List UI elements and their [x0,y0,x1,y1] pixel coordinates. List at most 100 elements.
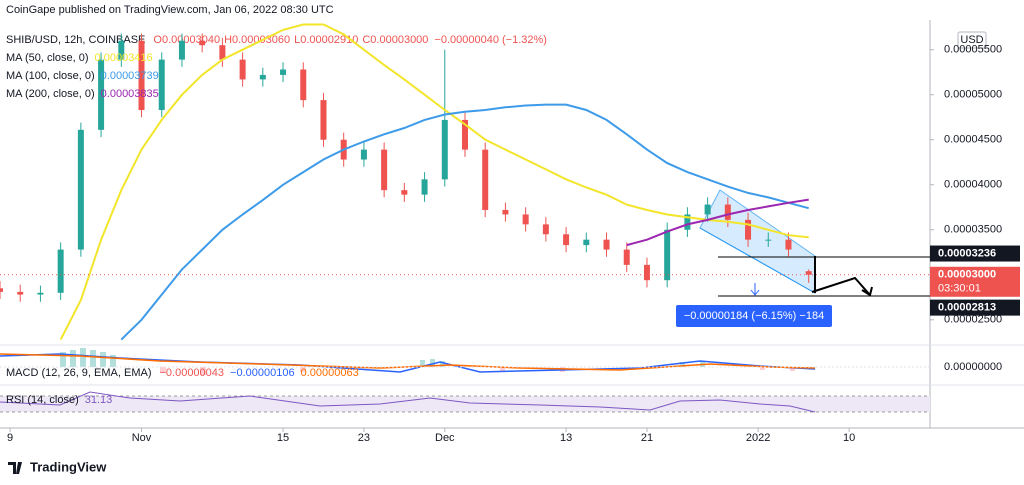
x-tick-label: 2022 [746,432,770,444]
candle-body [441,119,448,180]
x-tick-label: 21 [641,432,653,444]
y-tick-label: 0.00005500 [944,44,1002,56]
symbol: SHIB/USD, 12h, COINBASE [6,34,145,46]
macd-value: −0.00000043 [159,367,224,379]
price-level-box [930,245,1020,262]
candle-body [57,249,64,293]
candle-body [138,40,145,111]
rsi-line [0,391,816,413]
y-tick-label: 0.00004000 [944,179,1002,191]
last-price-box [930,266,1020,297]
high: H0.00003060 [224,34,290,46]
candle-body [502,209,509,215]
candle-body [421,179,428,195]
candle-body [684,214,691,230]
candle-body [17,291,24,295]
candle-body [259,74,266,80]
x-tick-label: Nov [132,432,152,444]
last-price-label: 0.00003000 [938,269,996,281]
ma-value: 0.00003739 [101,70,159,82]
candle-body [462,119,468,150]
candle-body [37,292,44,295]
y-tick-label: 0.00004500 [944,134,1002,146]
candle-body [563,234,570,246]
rsi-value: 31.13 [85,394,113,406]
channel-bottom [699,227,816,294]
candle-body [199,40,206,46]
price-level-label: 0.00003236 [938,247,996,259]
y-tick-label: 0.00003500 [944,224,1002,236]
candle-body [724,204,731,220]
moving-average [120,103,809,341]
projection-arrow [811,256,873,297]
ma-value: 0.00003835 [101,88,159,100]
candle-body [401,190,408,195]
measure-label: −0.00000184 (−6.15%) −184 [684,310,824,322]
x-tick-label: 15 [277,432,289,444]
candle-body [178,40,185,60]
x-tick-label: 13 [560,432,572,444]
currency-box[interactable] [957,31,987,49]
candle-body [623,249,630,265]
x-tick-label: Dec [435,432,455,444]
macd-legend: MACD (12, 26, 9, EMA, EMA) −0.00000043 −0.… [6,367,359,379]
candle-body [239,59,246,80]
candle-body [664,229,671,281]
footer-brand: TradingView [30,459,107,474]
rsi-legend: RSI (14, close) 31.13 [6,394,112,406]
countdown: 03:30:01 [938,283,981,295]
macd-value: −0.00000106 [230,367,295,379]
low: L0.00002910 [294,34,358,46]
ma-name: MA (200, close, 0) [6,88,95,100]
candle-body [77,129,84,250]
candle-body [765,239,772,241]
candle-body [745,219,752,240]
price-level-box [930,299,1020,316]
candle-body [118,40,125,60]
candle-body [542,224,549,235]
candle-body [805,271,812,275]
ma-legend: MA (200, close, 0) 0.00003835 [6,88,159,100]
x-tick-label: 23 [358,432,370,444]
candle-body [603,239,610,250]
measure-arrow [750,283,760,296]
measure-box [676,305,832,327]
x-tick-label: 10 [843,432,855,444]
y-tick-label: 0.00002500 [944,314,1002,326]
publisher-header: CoinGape published on TradingView.com, J… [6,4,334,16]
candle-body [360,149,367,160]
candle-body [158,59,165,111]
macd-name: MACD (12, 26, 9, EMA, EMA) [6,367,151,379]
candle-body [98,59,105,130]
currency[interactable]: USD [960,34,983,46]
candle-body [482,149,489,210]
ma-name: MA (50, close, 0) [6,52,89,64]
candle-body [300,69,307,101]
candle-body [643,264,650,281]
rsi-name: RSI (14, close) [6,394,79,406]
macd-signal [0,353,816,371]
ma-legend: MA (100, close, 0) 0.00003739 [6,70,159,82]
candle-body [583,239,590,246]
change: −0.00000040 (−1.32%) [434,34,547,46]
moving-average [59,23,809,341]
macd-value: 0.00000063 [301,367,359,379]
macd-histogram [60,348,705,367]
candle-body [280,69,287,75]
ma-legend: MA (50, close, 0) 0.00003416 [6,52,153,64]
candle-body [320,100,327,140]
x-tick-label: 9 [7,432,13,444]
price-level-label: 0.00002813 [938,302,996,314]
moving-average [626,198,809,247]
candle-body [522,214,529,225]
candle-body [0,288,3,292]
y-tick-label: 0.00005000 [944,89,1002,101]
close: C0.00003000 [362,34,428,46]
candle-body [219,45,226,60]
ma-value: 0.00003416 [95,52,153,64]
candle-body [785,239,792,250]
legend-title: SHIB/USD, 12h, COINBASE O0.00003040 H0.000… [6,34,547,46]
macd-tick-label: 0.00000000 [944,361,1002,373]
logo [8,462,22,474]
